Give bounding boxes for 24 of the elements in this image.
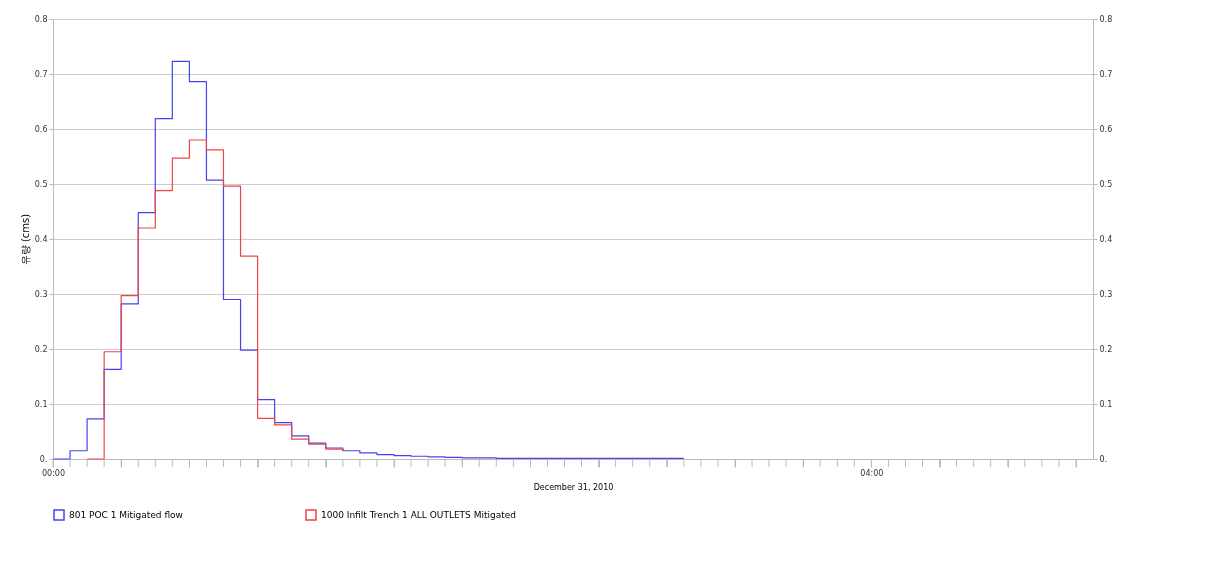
legend-label: 1000 Infilt Trench 1 ALL OUTLETS Mitigated bbox=[321, 510, 516, 520]
x-axis-title: December 31, 2010 bbox=[533, 482, 614, 492]
y-tick-label: 0.4 bbox=[34, 234, 48, 244]
y-tick-label: 0.8 bbox=[34, 14, 48, 24]
y2-tick-label: 0.1 bbox=[1099, 399, 1113, 409]
y2-tick-label: 0. bbox=[1099, 454, 1108, 464]
y2-tick-label: 0.3 bbox=[1099, 289, 1113, 299]
y2-tick-label: 0.7 bbox=[1099, 69, 1113, 79]
y-tick-label: 0. bbox=[39, 454, 48, 464]
y-tick-label: 0.3 bbox=[34, 289, 48, 299]
y-axis-title: 유량 (cms) bbox=[19, 213, 31, 266]
y-tick-label: 0.7 bbox=[34, 69, 48, 79]
y2-tick-label: 0.8 bbox=[1099, 14, 1113, 24]
y-tick-label: 0.5 bbox=[34, 179, 48, 189]
y2-tick-label: 0.6 bbox=[1099, 124, 1113, 134]
y2-tick-label: 0.4 bbox=[1099, 234, 1113, 244]
y-tick-label: 0.2 bbox=[34, 344, 48, 354]
y2-tick-label: 0.5 bbox=[1099, 179, 1113, 189]
y-tick-label: 0.1 bbox=[34, 399, 48, 409]
x-tick-label: 00:00 bbox=[41, 468, 66, 478]
y-tick-label: 0.6 bbox=[34, 124, 48, 134]
x-tick-label: 04:00 bbox=[860, 468, 884, 478]
legend-label: 801 POC 1 Mitigated flow bbox=[69, 510, 183, 520]
y2-tick-label: 0.2 bbox=[1099, 344, 1113, 354]
